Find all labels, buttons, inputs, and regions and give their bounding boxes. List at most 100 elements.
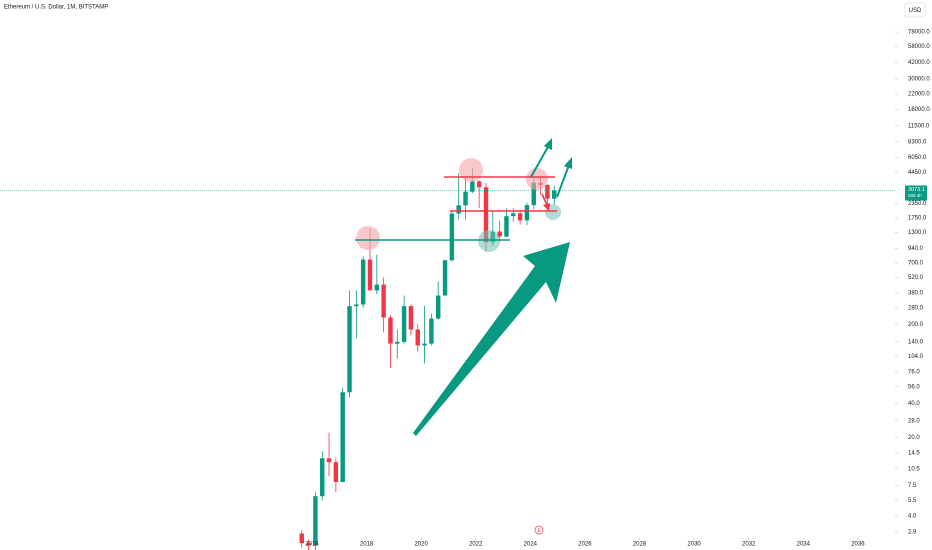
arrow-head — [544, 138, 552, 150]
y-tick-label: 14.5 — [908, 451, 920, 457]
y-tick-label: 380.0 — [908, 290, 924, 296]
x-tick-label: 2024 — [524, 542, 538, 548]
y-tick-label: 520.0 — [908, 275, 924, 281]
y-tick-label: 20.0 — [908, 435, 920, 441]
y-tick-label: 42000.0 — [908, 60, 930, 66]
y-tick-label: 76.0 — [908, 369, 920, 375]
y-tick-label: 11500.0 — [908, 123, 930, 129]
arrow — [541, 193, 548, 206]
candle-body — [360, 259, 366, 305]
candle-body — [319, 458, 325, 497]
y-tick-label: 22000.0 — [908, 92, 930, 98]
x-tick-label: 2034 — [797, 542, 811, 548]
candle-body — [415, 329, 420, 346]
y-tick-label: 104.0 — [908, 354, 924, 360]
y-tick-label: 8300.0 — [908, 139, 927, 145]
event-marker[interactable]: E — [537, 528, 541, 534]
event-icon[interactable] — [534, 525, 544, 535]
candle-body — [449, 213, 455, 261]
big-arrow — [413, 242, 570, 436]
x-tick-label: 2028 — [633, 542, 647, 548]
y-tick-label: 4.0 — [908, 514, 917, 520]
currency-button[interactable] — [904, 2, 926, 18]
y-tick-label: 10.5 — [908, 466, 920, 472]
candle-body — [483, 187, 489, 243]
candle-body — [463, 191, 468, 206]
candle-body — [511, 213, 516, 217]
candle-body — [367, 259, 373, 291]
highlight-circle — [526, 168, 548, 190]
candle-body — [340, 392, 345, 483]
candle-body — [456, 205, 461, 214]
candle-body — [517, 213, 523, 221]
candle-body — [476, 181, 482, 188]
y-tick-label: 4450.0 — [908, 170, 927, 176]
y-tick-label: 30000.0 — [908, 76, 930, 82]
candle-body — [395, 341, 400, 344]
candle-body — [299, 533, 304, 544]
candle-body — [401, 306, 407, 342]
highlight-circle — [356, 226, 380, 250]
price-label-box — [905, 185, 927, 201]
y-tick-label: 28.0 — [908, 418, 920, 424]
x-tick-label: 2030 — [687, 542, 701, 548]
candle-body — [545, 184, 550, 199]
y-tick-label: 940.0 — [908, 246, 924, 252]
highlight-circle — [478, 230, 500, 252]
y-tick-label: 40.0 — [908, 401, 920, 407]
countdown: 28d 4h — [908, 193, 922, 198]
y-tick-label: 5.5 — [908, 498, 917, 504]
candle-body — [306, 543, 311, 546]
y-tick-label: 1750.0 — [908, 216, 927, 222]
candle-body — [326, 458, 332, 463]
highlight-circle — [459, 158, 483, 182]
currency[interactable]: USD — [909, 8, 922, 14]
candle-body — [524, 205, 530, 221]
y-tick-label: 280.0 — [908, 305, 924, 311]
y-tick-label: 140.0 — [908, 339, 924, 345]
candle-body — [354, 304, 359, 307]
candle-body — [552, 190, 557, 199]
x-tick-label: 2032 — [742, 542, 756, 548]
y-tick-label: 78000.0 — [908, 30, 930, 36]
chart-title: Ethereum / U.S. Dollar, 1M, BITSTAMP — [4, 5, 108, 11]
y-tick-label: 2.9 — [908, 529, 917, 535]
candle-body — [436, 295, 441, 319]
y-tick-label: 58000.0 — [908, 44, 930, 50]
candle-body — [504, 216, 509, 237]
y-tick-label: 1300.0 — [908, 230, 927, 236]
candle-body — [408, 306, 414, 330]
y-tick-label: 16000.0 — [908, 107, 930, 113]
candle-body — [381, 284, 386, 318]
x-tick-label: 2020 — [414, 542, 428, 548]
candle-body — [347, 306, 352, 393]
candle-body — [333, 462, 339, 483]
y-tick-label: 56.0 — [908, 384, 920, 390]
y-tick-label: 6050.0 — [908, 155, 927, 161]
drawings — [355, 138, 572, 436]
x-tick-label: 2018 — [360, 542, 374, 548]
candle-body — [422, 343, 427, 346]
candle-body — [497, 231, 502, 237]
arrow — [530, 144, 550, 178]
x-tick-label: 2016 — [305, 542, 319, 548]
y-tick-label: 700.0 — [908, 261, 924, 267]
candle-body — [531, 182, 536, 206]
y-tick-label: 200.0 — [908, 322, 924, 328]
candle-body — [429, 318, 434, 344]
candle-body — [470, 181, 475, 192]
y-tick-label: 2350.0 — [908, 201, 927, 207]
x-tick-label: 2036 — [851, 542, 865, 548]
candle-body — [313, 496, 318, 546]
candle-body — [442, 260, 448, 296]
candle-body — [374, 284, 380, 291]
arrow-head — [543, 203, 550, 211]
price-label: 3073.1 — [908, 187, 925, 193]
x-tick-label: 2022 — [469, 542, 483, 548]
candle-body — [388, 317, 393, 344]
arrow — [556, 164, 570, 198]
x-tick-label: 2026 — [578, 542, 592, 548]
arrow-head — [564, 157, 572, 169]
y-tick-label: 7.5 — [908, 483, 917, 489]
